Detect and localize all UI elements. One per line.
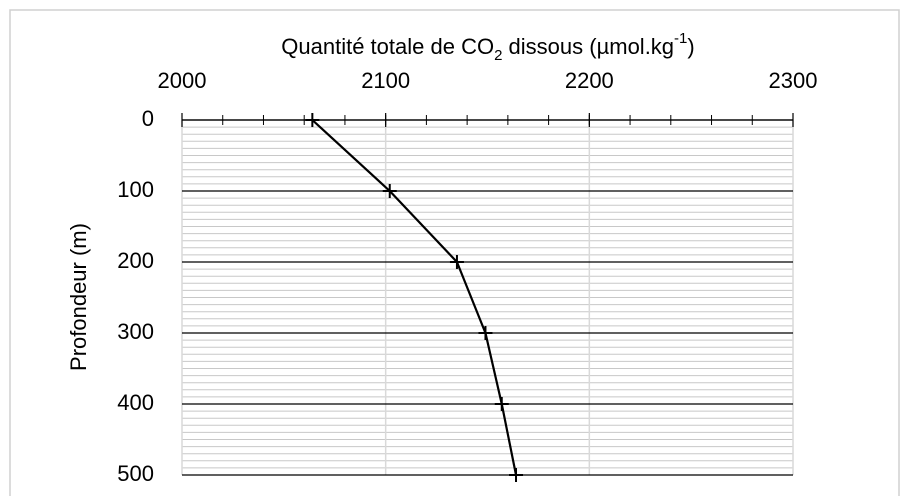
x-axis-title-part: -1 bbox=[674, 30, 687, 47]
y-axis-title: Profondeur (m) bbox=[66, 223, 91, 371]
x-axis-title: Quantité totale de CO2 dissous (µmol.kg-… bbox=[281, 30, 694, 64]
y-tick-label: 500 bbox=[117, 461, 154, 486]
x-axis-title-part: 2 bbox=[494, 47, 502, 64]
y-tick-label: 200 bbox=[117, 248, 154, 273]
chart-frame bbox=[9, 9, 900, 496]
marker bbox=[305, 113, 320, 127]
y-tick-label: 0 bbox=[142, 106, 154, 131]
y-tick-label: 400 bbox=[117, 390, 154, 415]
marker bbox=[509, 468, 524, 482]
y-tick-label: 100 bbox=[117, 177, 154, 202]
x-tick-label: 2000 bbox=[158, 68, 207, 93]
x-tick-label: 2100 bbox=[361, 68, 410, 93]
x-axis-title-part: ) bbox=[687, 34, 694, 59]
x-axis-title-part: Quantité totale de CO bbox=[281, 34, 494, 59]
marker bbox=[494, 397, 509, 411]
marker bbox=[449, 255, 464, 269]
x-tick-label: 2200 bbox=[565, 68, 614, 93]
marker bbox=[382, 184, 397, 198]
x-axis-title-part: dissous (µmol.kg bbox=[502, 34, 674, 59]
x-tick-label: 2300 bbox=[769, 68, 818, 93]
data-line bbox=[311, 119, 518, 476]
marker bbox=[478, 326, 493, 340]
y-tick-label: 300 bbox=[117, 319, 154, 344]
